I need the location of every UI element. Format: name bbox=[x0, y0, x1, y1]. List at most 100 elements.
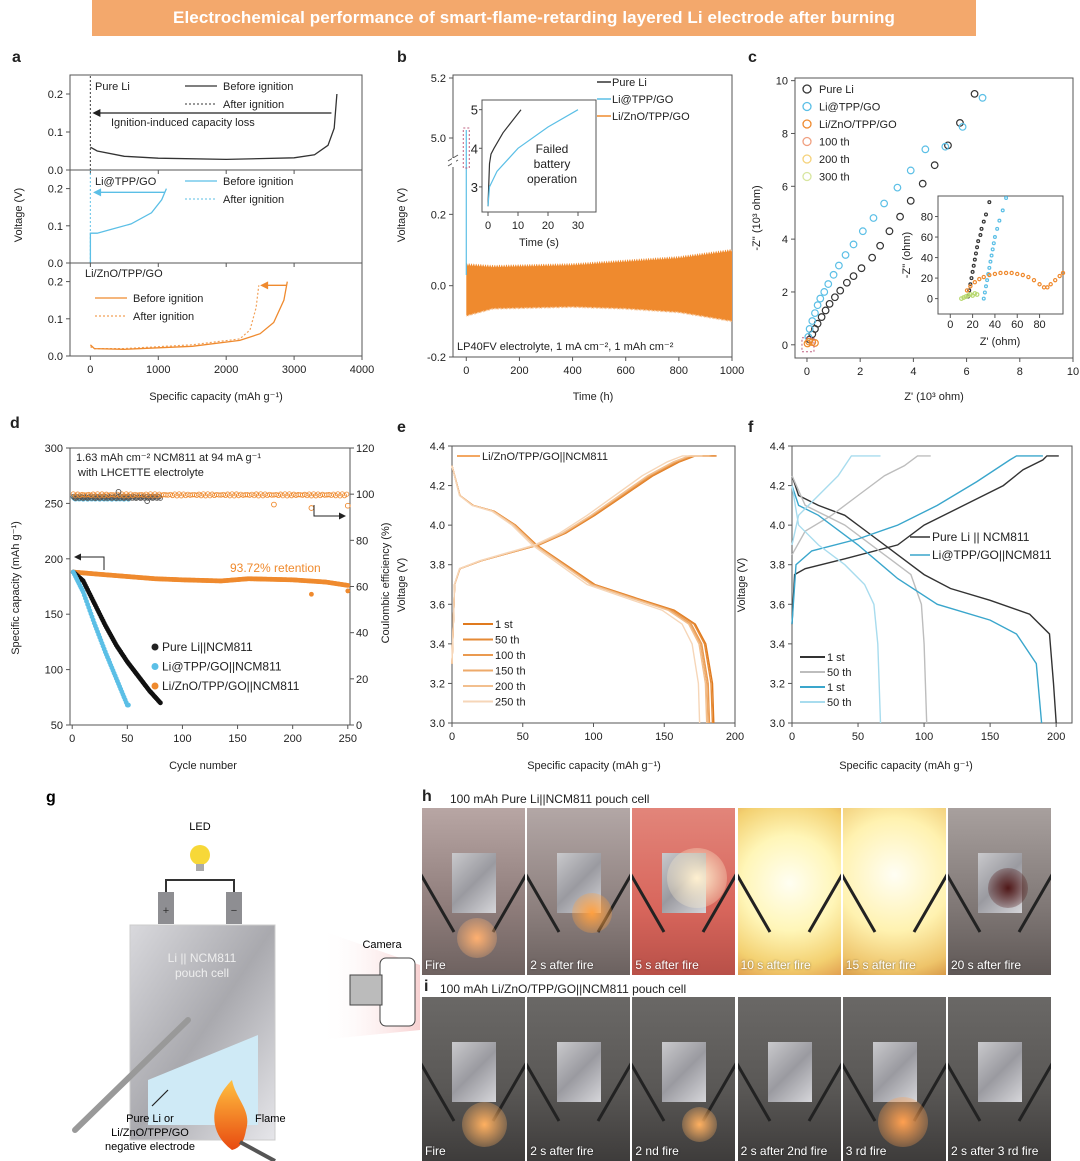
y2-tick-label: 60 bbox=[356, 582, 368, 594]
inset-li-zno-point bbox=[987, 272, 992, 278]
y2-tick-label: 120 bbox=[356, 443, 374, 455]
x-tick-label: 0 bbox=[69, 733, 75, 745]
x-tick-label: 8 bbox=[1017, 366, 1023, 378]
x-tick-label: 10 bbox=[1067, 366, 1079, 378]
y-tick-label: 0.0 bbox=[48, 258, 63, 270]
inset-li-zno-point bbox=[1009, 270, 1014, 276]
pouch-cell-image bbox=[767, 1042, 812, 1102]
y-tick-label: 4 bbox=[782, 234, 788, 246]
inset-li-zno-point bbox=[1045, 285, 1050, 290]
photo-h-3: 5 s after fire bbox=[632, 808, 736, 975]
li-zno-voltage-band bbox=[466, 249, 732, 323]
legend-cycle-entry: 1 st bbox=[827, 652, 845, 664]
inset-x-axis-label: Z' (ohm) bbox=[980, 336, 1021, 348]
arrow-head-icon bbox=[260, 281, 269, 290]
legend-marker bbox=[802, 171, 812, 182]
legend-entry: Pure Li || NCM811 bbox=[932, 530, 1030, 544]
x-tick-label: 10 bbox=[512, 220, 524, 232]
legend-cycle-entry: 1 st bbox=[827, 682, 845, 694]
legend-entry: 300 th bbox=[819, 172, 850, 184]
led-wire bbox=[165, 879, 235, 908]
li-tpp-go-eis-point bbox=[811, 309, 819, 317]
legend-marker bbox=[802, 101, 812, 112]
li-tpp-go-eis-point bbox=[869, 214, 878, 222]
tweezer-clip bbox=[842, 1042, 877, 1122]
y-tick-label: 50 bbox=[51, 720, 63, 732]
inset-li-zno-point bbox=[992, 271, 998, 277]
y-tick-label: 40 bbox=[921, 253, 933, 265]
discharge-curve bbox=[791, 475, 928, 724]
y-tick-label: 0.0 bbox=[431, 281, 446, 293]
left-axis-arrow bbox=[76, 556, 105, 570]
inset-li-tpp-go-point bbox=[988, 259, 993, 264]
y-tick-label: 5.2 bbox=[431, 73, 446, 85]
x-tick-label: 50 bbox=[121, 733, 133, 745]
inset-li-tpp-go-point bbox=[987, 265, 992, 270]
x-tick-label: 80 bbox=[1033, 319, 1045, 331]
y-axis-label: Voltage (V) bbox=[736, 558, 748, 612]
x-tick-label: 0 bbox=[804, 366, 810, 378]
electrode-label-1: Pure Li or bbox=[126, 1113, 174, 1125]
y-tick-label: 10 bbox=[776, 76, 788, 88]
pure-li-eis-point bbox=[906, 196, 915, 205]
photo-caption: 2 s after 2nd fire bbox=[740, 1144, 828, 1158]
tweezer-clip bbox=[596, 1042, 631, 1122]
y-tick-label: 0.1 bbox=[48, 221, 63, 233]
inset-li-zno-point bbox=[1048, 282, 1053, 287]
legend-marker bbox=[151, 682, 159, 690]
x-tick-label: 150 bbox=[228, 733, 246, 745]
discharge-curve bbox=[451, 465, 711, 724]
x-axis-label: Specific capacity (mAh g⁻¹) bbox=[527, 760, 661, 772]
inset-cycled-point bbox=[974, 292, 980, 297]
panel-i-title: 100 mAh Li/ZnO/TPP/GO||NCM811 pouch cell bbox=[440, 982, 687, 996]
li-tpp-go-eis-point bbox=[834, 261, 843, 270]
tweezer-clip bbox=[948, 1042, 982, 1122]
y2-tick-label: 0 bbox=[356, 720, 362, 732]
y-tick-label: 2 bbox=[782, 287, 788, 299]
inset-pure-li-point bbox=[968, 282, 973, 287]
tweezer-clip bbox=[527, 1042, 561, 1122]
panel-label-b: b bbox=[397, 49, 407, 66]
discharge-curve bbox=[451, 465, 714, 724]
led-label: LED bbox=[189, 821, 210, 833]
legend-entry: Li/ZnO/TPP/GO||NCM811 bbox=[482, 451, 608, 463]
ce-outlier-point bbox=[344, 502, 351, 509]
legend-cycle-entry: 50 th bbox=[827, 697, 851, 709]
electrode-label-3: negative electrode bbox=[105, 1141, 195, 1153]
tweezer-clip bbox=[491, 853, 525, 933]
y-tick-label: 60 bbox=[921, 232, 933, 244]
x-tick-label: 100 bbox=[173, 733, 191, 745]
inset-pure-li-point bbox=[979, 226, 984, 231]
panel-label-c: c bbox=[748, 49, 757, 66]
camera-label: Camera bbox=[362, 939, 402, 951]
inset-li-tpp-go-point bbox=[997, 218, 1002, 223]
x-tick-label: 150 bbox=[655, 731, 673, 743]
y-tick-label: 3.0 bbox=[770, 718, 785, 730]
x-tick-label: 4 bbox=[910, 366, 916, 378]
arrow-head-icon bbox=[74, 553, 81, 561]
legend-entry: Li@TPP/GO bbox=[819, 102, 881, 114]
inset-li-zno-point bbox=[1057, 273, 1062, 279]
y-tick-label: 3.4 bbox=[770, 639, 785, 651]
legend-entry: 200 th bbox=[819, 154, 850, 166]
inset-li-tpp-go-point bbox=[982, 290, 987, 295]
pouch-cell-image bbox=[452, 1042, 496, 1102]
y-tick-label: 0 bbox=[782, 340, 788, 352]
x-tick-label: 20 bbox=[542, 220, 554, 232]
x-tick-label: 800 bbox=[670, 365, 688, 377]
legend-after-ignition: After ignition bbox=[223, 194, 284, 206]
right-axis-arrow bbox=[313, 505, 342, 517]
y-tick-label: 4.0 bbox=[430, 520, 445, 532]
ce-outlier-point bbox=[115, 489, 122, 495]
legend-entry: Pure Li bbox=[612, 77, 647, 89]
legend-entry: Li/ZnO/TPP/GO bbox=[612, 111, 690, 123]
y-tick-label: 300 bbox=[45, 443, 63, 455]
failed-operation-annotation: operation bbox=[527, 172, 577, 186]
photo-caption: 2 s after 3 rd fire bbox=[951, 1144, 1039, 1158]
x-tick-label: 0 bbox=[463, 365, 469, 377]
inset-y-axis-label: -Z'' (ohm) bbox=[901, 232, 913, 278]
ce-outlier-point bbox=[271, 501, 277, 508]
pure-li-eis-point bbox=[918, 179, 927, 188]
charge-curve bbox=[451, 455, 710, 664]
tweezer-clip bbox=[632, 853, 666, 933]
